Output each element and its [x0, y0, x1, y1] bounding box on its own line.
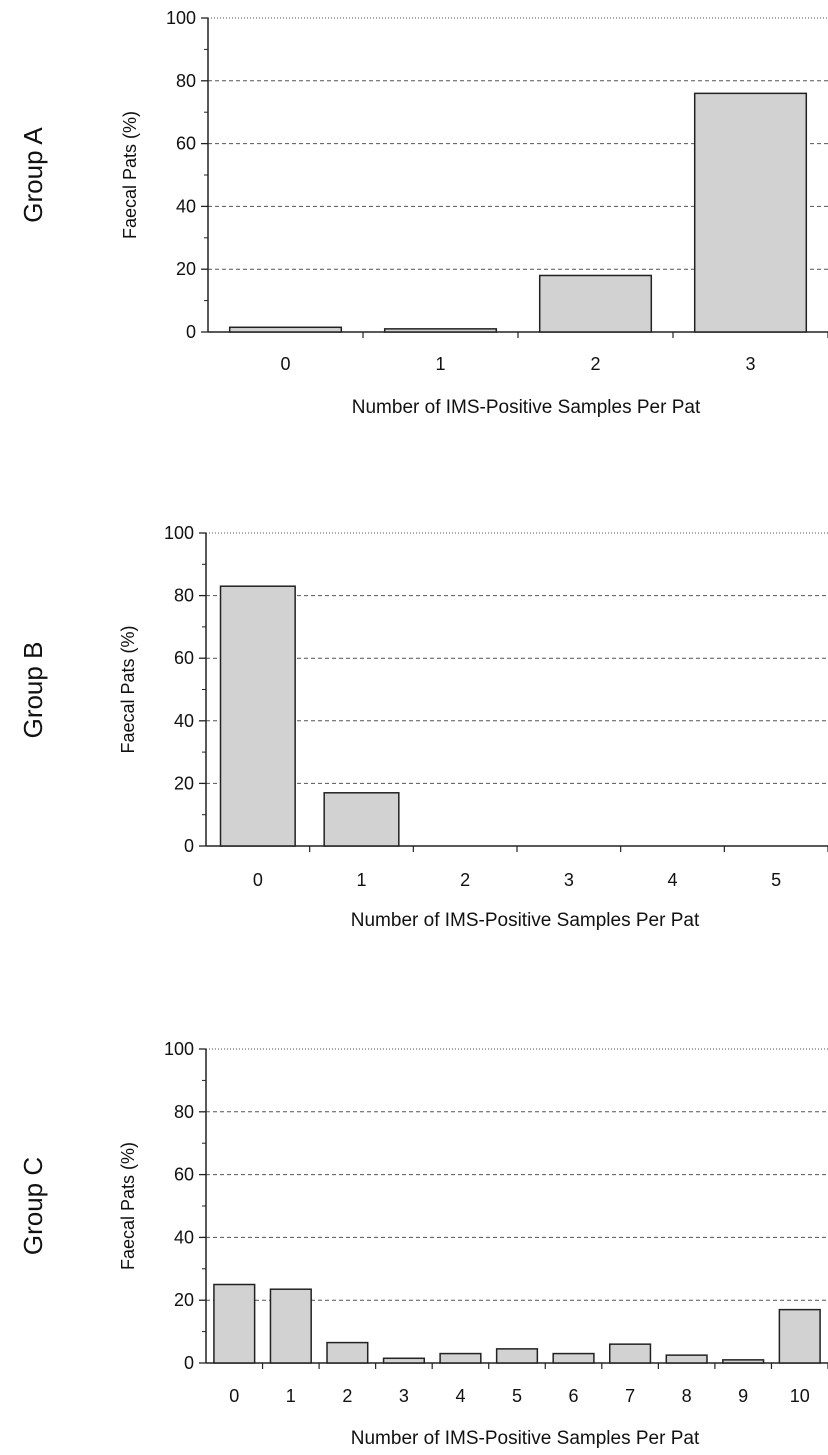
x-axis-label: Number of IMS-Positive Samples Per Pat — [351, 1428, 700, 1449]
bar — [665, 1354, 708, 1364]
bar — [219, 585, 296, 847]
chart-panel-3: Group C Faecal Pats (%) 0 20 40 60 80 100 0 1 2 3 4 5… — [18, 1039, 828, 1449]
y-tick-label: 60 — [174, 648, 194, 668]
x-tick-label: 5 — [771, 870, 781, 890]
x-tick-label: 9 — [738, 1386, 748, 1406]
group-label: Group B — [18, 642, 48, 739]
y-axis-label: Faecal Pats (%) — [120, 111, 140, 239]
x-tick-label: 2 — [460, 870, 470, 890]
bar — [439, 1352, 482, 1364]
x-tick-label: 5 — [512, 1386, 522, 1406]
x-tick-label: 3 — [399, 1386, 409, 1406]
bar — [269, 1288, 312, 1364]
bar — [213, 1283, 256, 1364]
x-tick-label: 7 — [625, 1386, 635, 1406]
bar — [693, 92, 808, 333]
x-tick-label: 1 — [435, 354, 445, 374]
x-tick-label: 8 — [682, 1386, 692, 1406]
y-tick-label: 0 — [186, 322, 196, 342]
y-axis-label: Faecal Pats (%) — [118, 1142, 138, 1270]
bar — [383, 328, 498, 333]
y-tick-label: 20 — [174, 773, 194, 793]
y-tick-label: 60 — [176, 134, 196, 154]
x-tick-label: 3 — [564, 870, 574, 890]
y-tick-label: 20 — [174, 1290, 194, 1310]
x-tick-label: 0 — [280, 354, 290, 374]
group-label: Group A — [18, 127, 48, 223]
bar — [538, 274, 653, 333]
y-tick-label: 80 — [174, 1102, 194, 1122]
bar — [608, 1343, 652, 1364]
x-tick-label: 2 — [342, 1386, 352, 1406]
y-tick-label: 80 — [174, 586, 194, 606]
bar — [495, 1348, 539, 1364]
y-tick-label: 80 — [176, 71, 196, 91]
x-tick-label: 0 — [253, 870, 263, 890]
bar — [323, 792, 400, 847]
x-axis-label: Number of IMS-Positive Samples Per Pat — [352, 397, 701, 418]
x-tick-label: 6 — [569, 1386, 579, 1406]
bar — [552, 1352, 595, 1364]
y-axis-label: Faecal Pats (%) — [118, 625, 138, 753]
y-tick-label: 60 — [174, 1165, 194, 1185]
y-tick-label: 0 — [184, 836, 194, 856]
bar — [326, 1341, 369, 1364]
x-tick-label: 10 — [790, 1386, 810, 1406]
y-tick-label: 100 — [164, 523, 194, 543]
bar — [722, 1359, 765, 1364]
x-tick-label: 4 — [667, 870, 677, 890]
y-tick-label: 40 — [174, 711, 194, 731]
x-tick-label: 0 — [229, 1386, 239, 1406]
chart-panel-2: Group B Faecal Pats (%) 0 20 40 60 80 100 0 1 2 3 4 5… — [18, 523, 828, 931]
y-tick-label: 100 — [164, 1039, 194, 1059]
x-tick-label: 2 — [590, 354, 600, 374]
chart-panel-1: Group A Faecal Pats (%) 0 20 40 60 80 100 0 1 2 3 Nu… — [18, 8, 828, 418]
y-tick-label: 0 — [184, 1353, 194, 1373]
y-tick-label: 40 — [176, 196, 196, 216]
y-tick-label: 100 — [166, 8, 196, 28]
bar — [778, 1308, 821, 1364]
group-label: Group C — [18, 1157, 48, 1255]
x-tick-label: 4 — [455, 1386, 465, 1406]
x-axis-label: Number of IMS-Positive Samples Per Pat — [351, 910, 700, 931]
y-tick-label: 20 — [176, 259, 196, 279]
x-tick-label: 1 — [286, 1386, 296, 1406]
x-tick-label: 1 — [356, 870, 366, 890]
y-tick-label: 40 — [174, 1227, 194, 1247]
bar — [228, 326, 343, 333]
bar — [382, 1357, 426, 1364]
x-tick-label: 3 — [745, 354, 755, 374]
